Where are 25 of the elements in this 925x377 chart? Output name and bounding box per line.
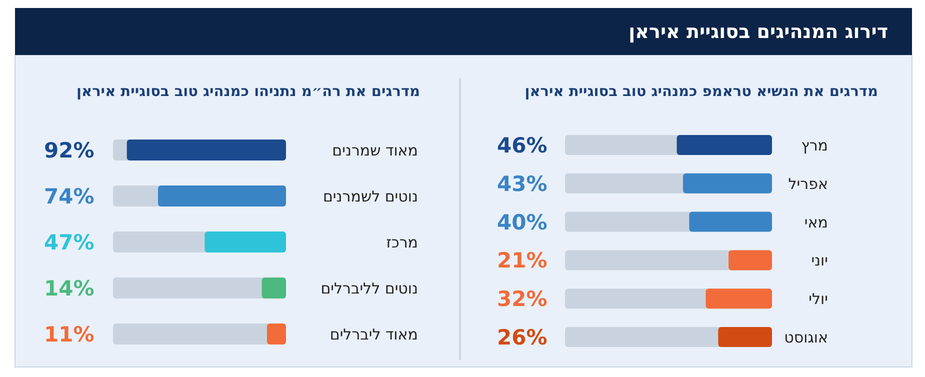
y-tick-label: יולי xyxy=(808,290,828,308)
data-label: 92% xyxy=(44,138,94,162)
y-tick-label: יוני xyxy=(811,252,828,270)
y-tick-label: מאי xyxy=(804,213,828,232)
chart-title: דירוג המנהיגים בסוגיית איראן xyxy=(628,21,888,43)
chart-subtitle: מדרגים את רה״מ נתניהו כמנהיג טוב בסוגיית איראן xyxy=(76,84,420,100)
data-label: 43% xyxy=(497,172,548,196)
y-tick-label: מרכז xyxy=(386,234,418,252)
data-label: 14% xyxy=(44,276,94,300)
y-tick-label: אוגוסט xyxy=(784,328,828,346)
y-tick-label: מאוד שמרנים xyxy=(332,142,418,160)
y-tick-label: מרץ xyxy=(801,136,828,154)
y-tick-label: מאוד ליברלים xyxy=(330,326,418,344)
data-label: 40% xyxy=(497,210,548,234)
data-label: 21% xyxy=(497,248,548,273)
data-label: 74% xyxy=(44,184,94,208)
data-label: 11% xyxy=(44,322,94,346)
chart-subtitle: מדרגים את הנשיא טראמפ כמנהיג טוב בסוגיית איראן xyxy=(524,84,878,100)
data-label: 46% xyxy=(497,134,548,158)
data-label: 32% xyxy=(497,287,548,312)
y-tick-label: נוטים לשמרנים xyxy=(322,188,418,206)
data-label: 26% xyxy=(497,326,548,350)
y-tick-label: נוטים לליברלים xyxy=(320,280,418,298)
y-tick-label: אפריל xyxy=(788,174,828,193)
data-label: 47% xyxy=(44,230,94,254)
